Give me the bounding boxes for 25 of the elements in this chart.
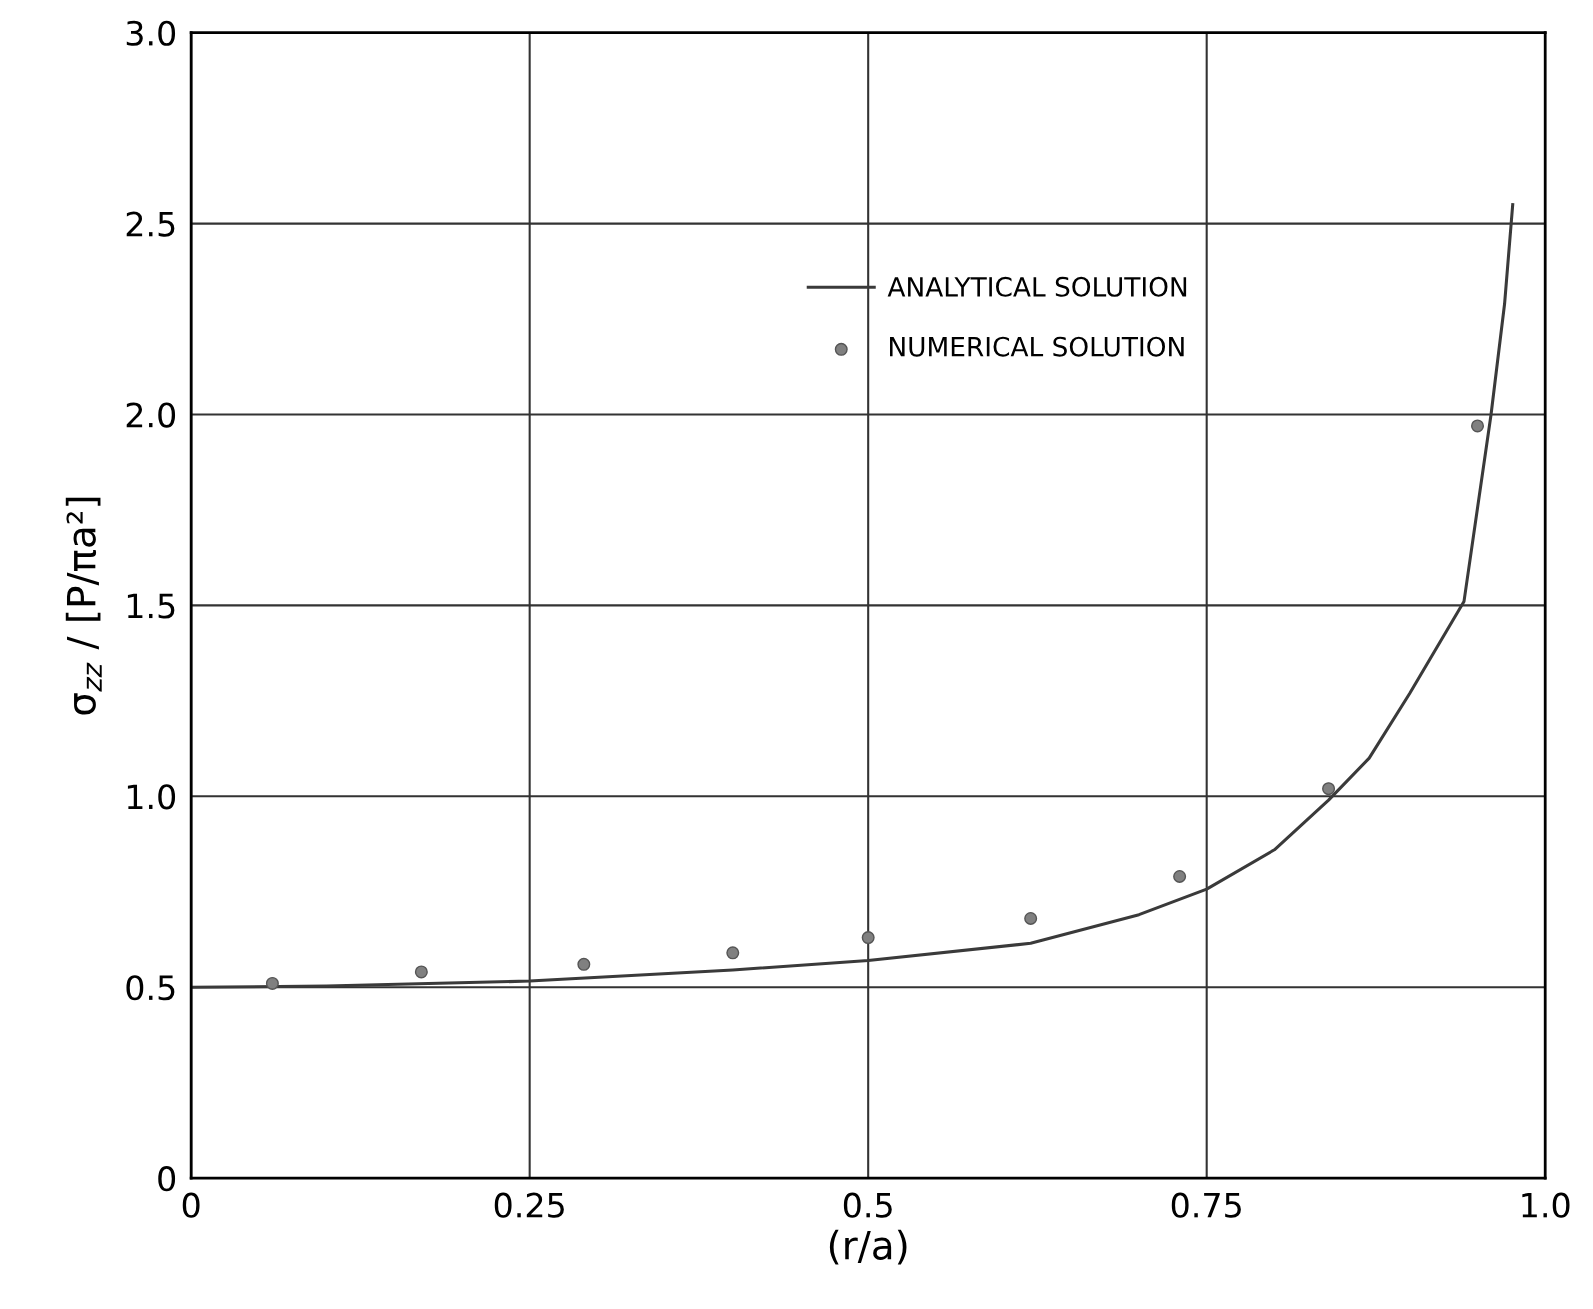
- point: [1024, 911, 1038, 925]
- y-axis-title: σ$_{zz}$ / [P/πa²]: [65, 497, 102, 715]
- x-tick-label: 0.25: [494, 1192, 564, 1218]
- point: [577, 957, 591, 971]
- x-axis-title: (r/a): [829, 1229, 907, 1265]
- x-tick-label: 1.0: [1522, 1192, 1570, 1218]
- legend-label: ANALYTICAL SOLUTION: [887, 276, 1187, 297]
- y-tick-label: 0.5: [126, 975, 175, 1001]
- x-tick-label: 0: [182, 1192, 200, 1218]
- point: [1471, 419, 1485, 433]
- point: [726, 946, 740, 960]
- y-tick-label: 0: [158, 1166, 176, 1192]
- point: [1173, 869, 1187, 883]
- point: [861, 931, 875, 945]
- y-tick-label: 1.0: [127, 784, 176, 810]
- x-tick-label: 0.5: [843, 1192, 892, 1218]
- y-tick-label: 2.5: [126, 211, 175, 237]
- point: [265, 976, 279, 990]
- y-tick-label: 1.5: [127, 593, 175, 619]
- y-tick-label: 3.0: [126, 20, 176, 46]
- y-tick-label: 2.0: [126, 402, 176, 428]
- point: [414, 965, 428, 979]
- point: [1322, 782, 1336, 796]
- legend-label: NUMERICAL SOLUTION: [890, 336, 1184, 357]
- x-tick-label: 0.75: [1171, 1192, 1241, 1218]
